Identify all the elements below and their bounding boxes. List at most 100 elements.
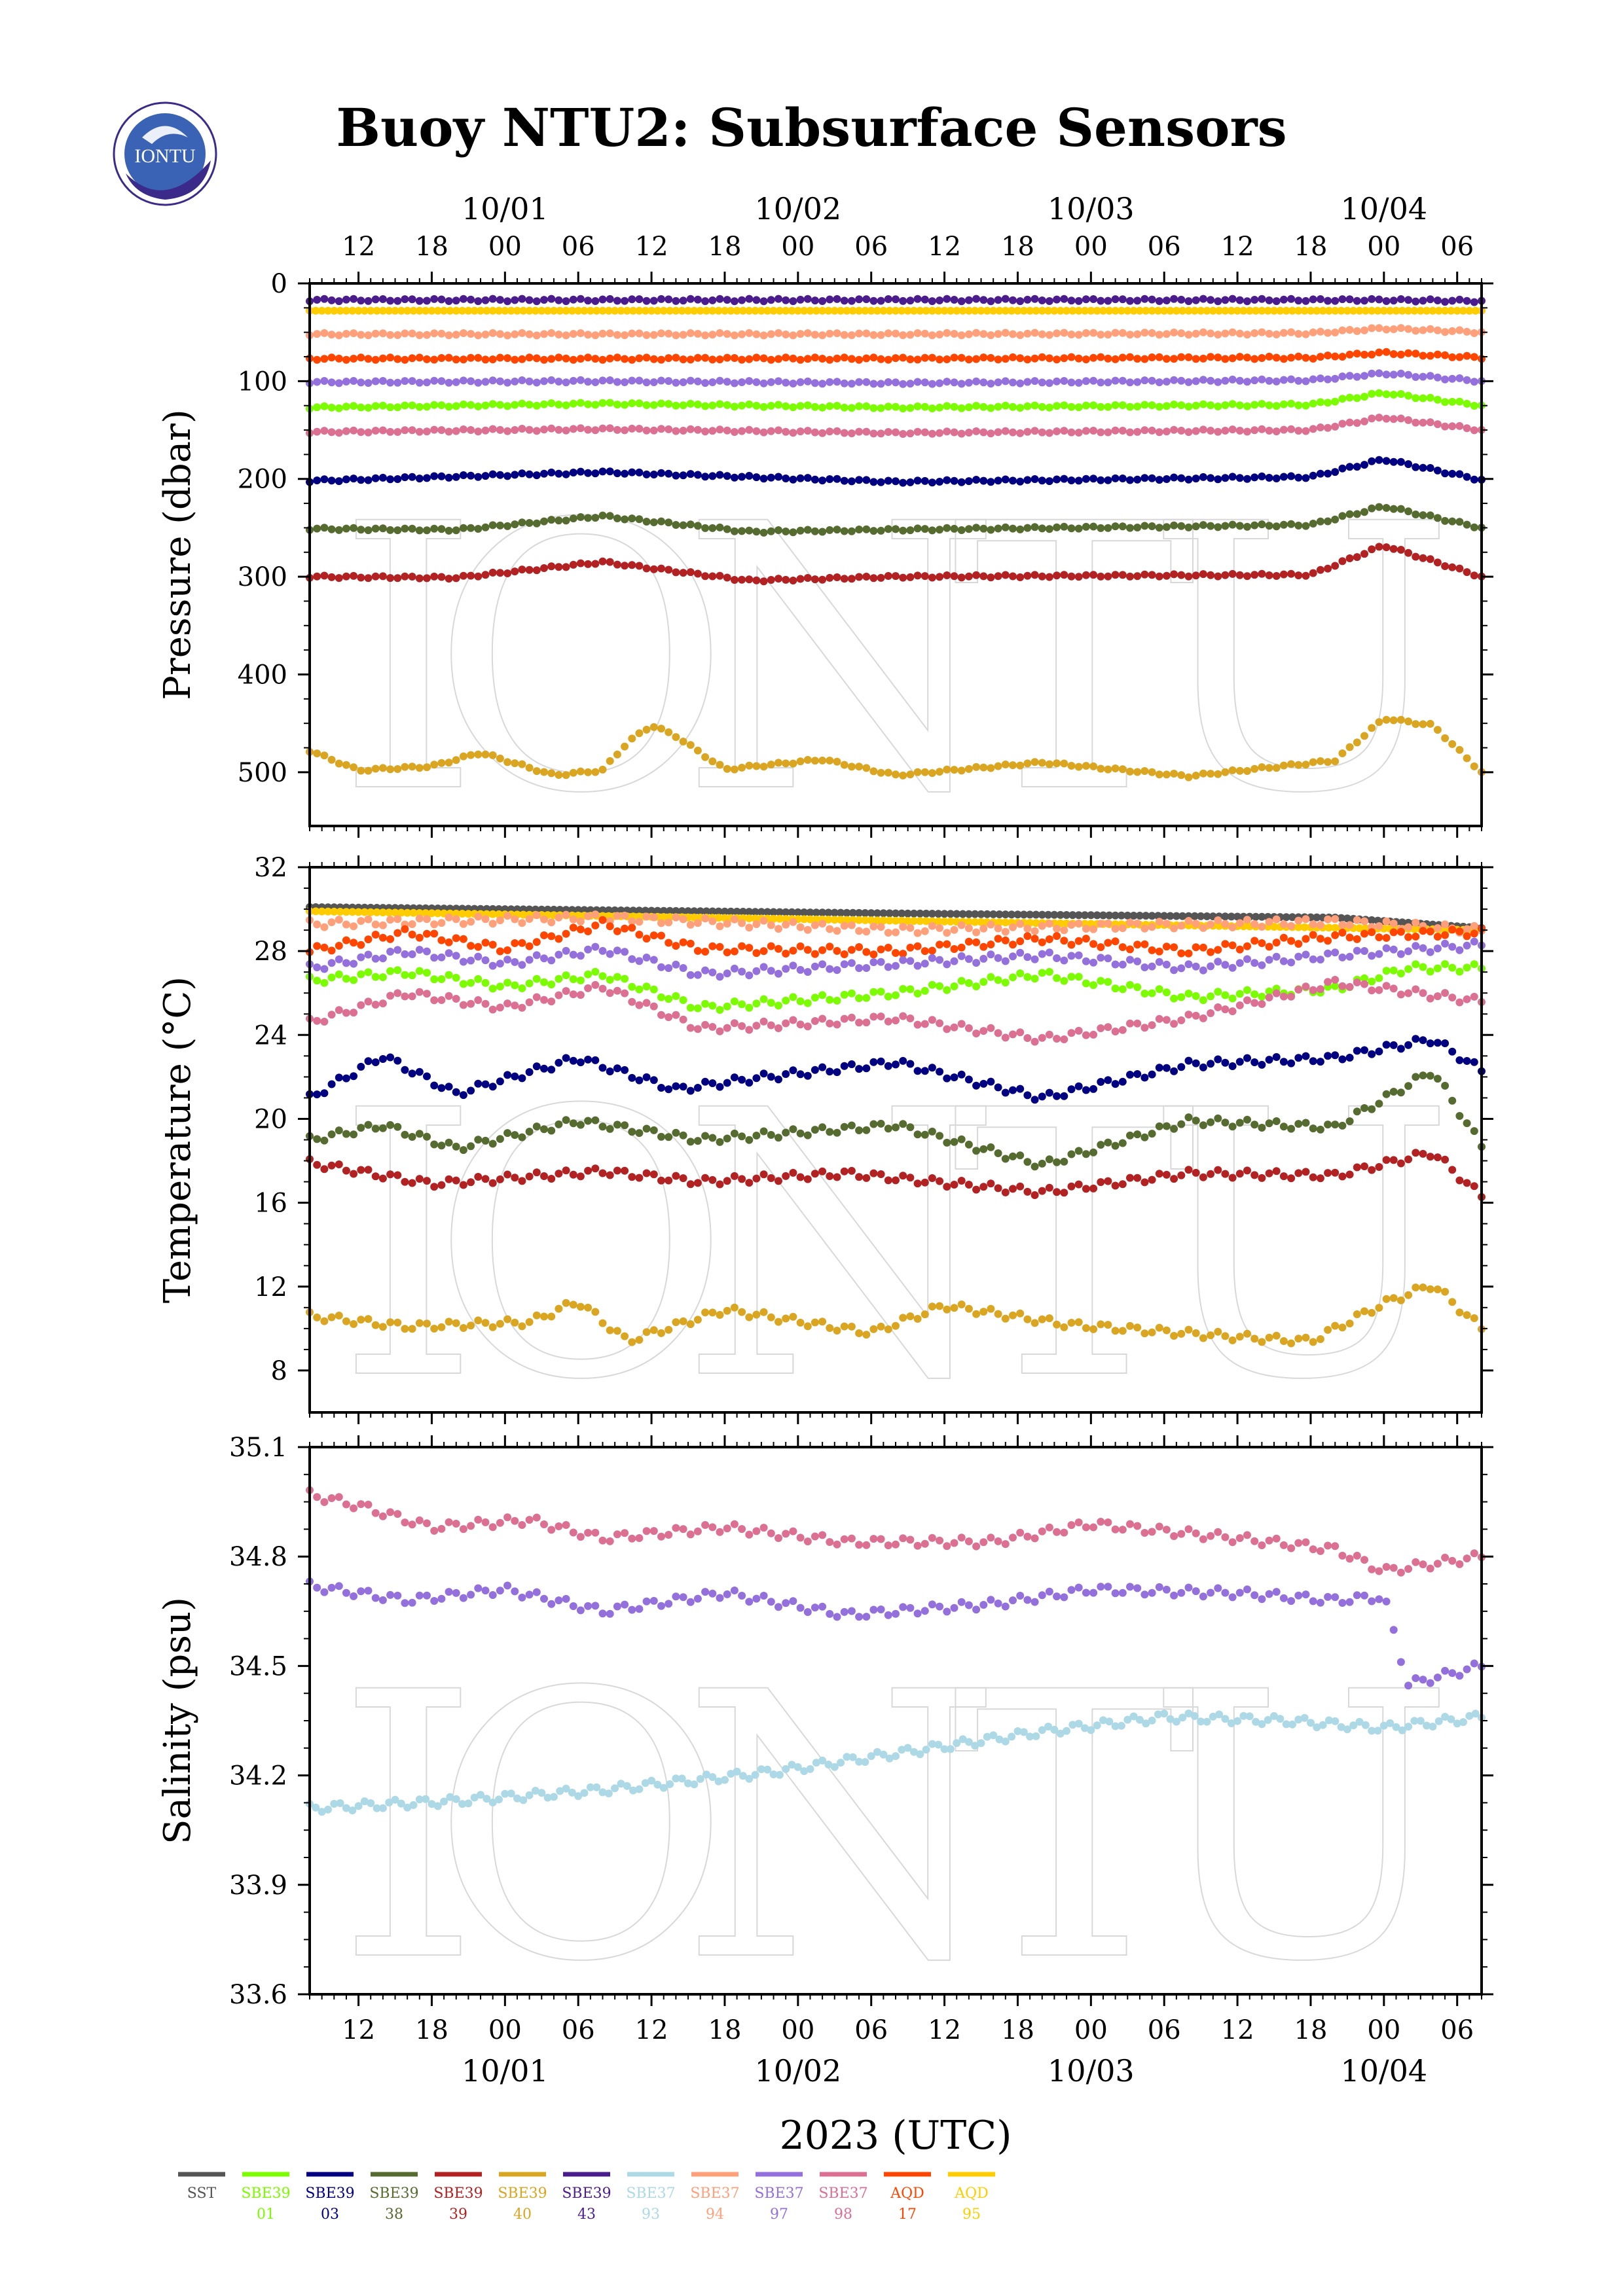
data-point (767, 1174, 775, 1182)
data-point (336, 1799, 344, 1807)
data-point (1302, 401, 1310, 410)
data-point (803, 999, 812, 1007)
data-point (1133, 524, 1142, 531)
data-point (1060, 759, 1068, 768)
data-point (1184, 378, 1193, 386)
data-point (1279, 1058, 1288, 1066)
data-point (759, 916, 768, 925)
data-point (943, 986, 951, 994)
data-point (415, 306, 424, 315)
data-point (574, 906, 583, 914)
data-point (642, 1527, 651, 1535)
data-point (357, 766, 365, 775)
data-point (884, 943, 892, 952)
data-point (759, 379, 768, 387)
data-point (584, 353, 593, 362)
data-point (759, 1524, 768, 1532)
series-SBE39_01 (306, 960, 1486, 1014)
data-point (547, 1126, 556, 1135)
data-point (584, 331, 593, 339)
data-point (459, 935, 467, 943)
data-point (481, 296, 490, 304)
data-point (635, 306, 644, 315)
data-point (386, 1590, 395, 1599)
data-point (806, 306, 814, 315)
data-point (525, 979, 534, 988)
data-point (511, 1587, 519, 1596)
data-point (1104, 428, 1112, 437)
data-point (576, 295, 585, 303)
data-point (1053, 355, 1061, 364)
data-point (987, 950, 995, 959)
data-point (892, 1176, 900, 1185)
data-point (1463, 1057, 1471, 1065)
data-point (708, 968, 717, 977)
data-point (686, 971, 695, 979)
data-point (1170, 1532, 1178, 1540)
data-point (507, 306, 515, 315)
data-point (884, 403, 892, 411)
data-point (672, 1011, 680, 1019)
data-point (1038, 1092, 1046, 1101)
data-point (1426, 967, 1434, 976)
data-point (1258, 1595, 1266, 1604)
data-point (906, 770, 915, 779)
data-point (481, 1587, 490, 1595)
data-point (1177, 964, 1186, 973)
data-point (518, 1003, 526, 1012)
y-tick-label: 34.2 (229, 1761, 287, 1791)
data-point (1368, 504, 1376, 512)
data-point (1140, 1178, 1149, 1187)
data-point (1343, 306, 1351, 315)
data-point (1123, 1715, 1132, 1724)
data-point (423, 1319, 431, 1328)
data-point (843, 306, 851, 315)
series-SBE39_38 (306, 1071, 1486, 1171)
data-point (752, 1132, 761, 1139)
data-point (789, 918, 797, 926)
data-point (371, 329, 380, 338)
data-point (1089, 762, 1098, 770)
data-point (679, 296, 687, 305)
data-point (525, 1590, 534, 1599)
data-point (855, 916, 864, 924)
data-point (833, 1327, 841, 1335)
data-point (635, 425, 644, 433)
data-point (576, 1121, 585, 1129)
data-point (1148, 1528, 1156, 1536)
data-point (1045, 935, 1053, 943)
data-point (580, 906, 589, 914)
data-point (701, 1174, 710, 1182)
data-point (357, 1062, 365, 1071)
data-point (327, 403, 336, 412)
data-point (723, 948, 731, 957)
data-point (1441, 1553, 1450, 1562)
data-point (1093, 306, 1101, 315)
data-point (1013, 910, 1022, 919)
data-point (723, 378, 731, 386)
data-point (811, 475, 819, 484)
data-point (892, 572, 900, 581)
data-point (1243, 378, 1251, 386)
data-point (840, 1062, 848, 1070)
data-point (1074, 973, 1083, 981)
data-point (730, 1587, 739, 1594)
data-point (928, 1534, 936, 1542)
data-point (423, 355, 431, 363)
data-point (1038, 296, 1046, 304)
data-point (430, 1081, 439, 1090)
data-point (738, 355, 746, 364)
data-point (401, 1066, 409, 1074)
data-point (1294, 352, 1303, 361)
data-point (635, 295, 644, 304)
data-point (738, 967, 746, 976)
data-point (1170, 1067, 1178, 1075)
data-point (1448, 740, 1457, 748)
data-point (730, 915, 739, 924)
data-point (1382, 1563, 1391, 1571)
data-point (964, 525, 973, 533)
data-point (1067, 296, 1076, 305)
data-point (928, 331, 936, 340)
data-point (335, 942, 343, 950)
data-point (862, 1126, 871, 1134)
